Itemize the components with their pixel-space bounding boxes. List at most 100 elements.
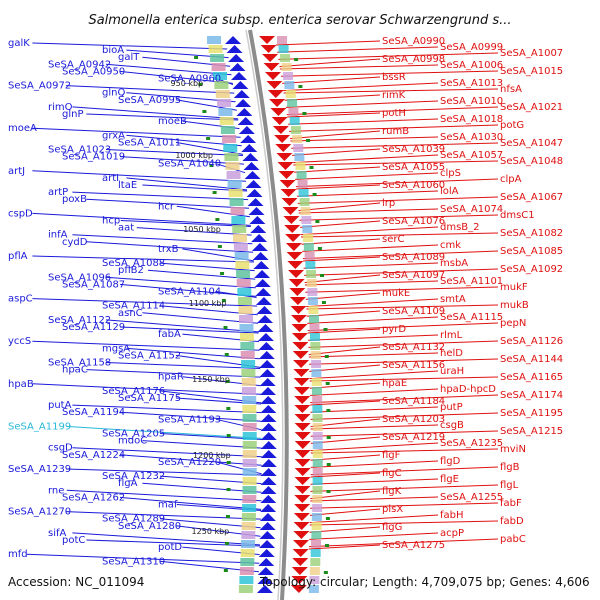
- feature-block: [228, 189, 243, 197]
- leader-line: [32, 127, 241, 138]
- scale-label: 1200 kbp: [193, 451, 231, 460]
- leader-line: [287, 112, 381, 118]
- gc-marker: [306, 139, 311, 142]
- gene-arrow: [260, 432, 277, 440]
- gc-marker: [315, 220, 320, 223]
- feature-block: [240, 342, 255, 350]
- leader-line: [283, 82, 439, 92]
- feature-block: [232, 225, 247, 233]
- gc-marker: [223, 326, 228, 329]
- gene-label: SeSA_A1176: [102, 386, 165, 397]
- gene-label: hcr: [158, 201, 175, 212]
- gene-label: SeSA_A1280: [118, 521, 181, 532]
- gene-label: SeSA_A1175: [118, 393, 181, 404]
- gene-label: potH: [382, 108, 406, 119]
- feature-block: [302, 225, 313, 233]
- feature-block: [225, 162, 240, 170]
- feature-block: [241, 360, 256, 368]
- leader-line: [126, 347, 260, 360]
- gene-arrow: [253, 261, 270, 269]
- feature-block: [222, 135, 237, 143]
- gene-label: SeSA_A1126: [500, 336, 563, 347]
- leader-line: [290, 136, 439, 142]
- gene-label: SeSA_A1082: [500, 228, 563, 239]
- feature-block: [233, 243, 248, 251]
- gene-arrow: [248, 207, 265, 215]
- gene-label: galT: [118, 52, 140, 63]
- leader-line: [126, 177, 248, 191]
- feature-block: [293, 144, 304, 152]
- gc-marker: [225, 515, 230, 518]
- feature-block: [241, 387, 256, 395]
- gene-arrow: [270, 108, 287, 116]
- gene-label: SeSA_A1076: [382, 216, 445, 227]
- gene-label: SeSA_A1018: [440, 114, 503, 125]
- leader-line: [105, 319, 259, 333]
- gene-label: pyrD: [382, 324, 406, 335]
- leader-line: [294, 166, 381, 173]
- leader-line: [72, 404, 262, 414]
- leader-line: [72, 234, 253, 245]
- feature-block: [289, 117, 300, 125]
- gene-label: csgD: [48, 443, 73, 454]
- gene-arrow: [233, 90, 250, 98]
- gene-arrow: [254, 279, 271, 287]
- gene-label: flgG: [382, 522, 402, 533]
- feature-block: [211, 63, 226, 71]
- gc-marker: [225, 380, 230, 383]
- leader-line: [175, 141, 243, 155]
- leader-line: [309, 520, 499, 526]
- gene-label: SeSA_A1199: [8, 421, 71, 432]
- gene-label: SeSA_A1087: [62, 279, 125, 290]
- gene-label: flgK: [382, 486, 402, 497]
- feature-block: [311, 387, 322, 395]
- gc-marker: [221, 299, 226, 302]
- gene-arrow: [257, 567, 274, 575]
- leader-line: [281, 70, 499, 77]
- gene-arrow: [279, 180, 296, 188]
- gene-label: artP: [48, 187, 68, 198]
- gene-label: SeSA_A1040: [158, 159, 221, 170]
- feature-block: [240, 549, 255, 557]
- gene-label: moeB: [158, 116, 187, 127]
- leader-line: [105, 362, 261, 369]
- gene-label: infA: [48, 230, 68, 241]
- feature-block: [312, 459, 323, 467]
- gene-label: maf: [158, 500, 178, 511]
- feature-block: [219, 117, 234, 125]
- leader-line: [72, 447, 262, 458]
- feature-block: [242, 396, 257, 404]
- gene-arrow: [240, 135, 257, 143]
- gene-arrow: [285, 234, 302, 242]
- feature-block: [242, 486, 257, 494]
- leader-line: [298, 208, 439, 214]
- gene-arrow: [245, 180, 262, 188]
- gene-arrow: [256, 306, 273, 314]
- feature-block: [277, 36, 288, 44]
- feature-block: [241, 522, 256, 530]
- gene-arrow: [294, 477, 311, 485]
- gene-label: putA: [48, 400, 72, 411]
- gene-arrow: [267, 90, 284, 98]
- gene-label: SeSA_A0950: [62, 66, 125, 77]
- gene-arrow: [293, 378, 310, 386]
- gene-label: SeSA_A1096: [48, 272, 111, 283]
- gene-label: bioA: [102, 45, 124, 56]
- gene-label: fabA: [158, 329, 181, 340]
- gene-arrow: [251, 234, 268, 242]
- scale-label: 1250 kbp: [192, 527, 230, 536]
- gc-marker-dots: [194, 56, 331, 574]
- gene-label: SeSA_A1104: [158, 287, 221, 298]
- gene-arrow: [264, 72, 281, 80]
- gene-label: mukB: [500, 300, 529, 311]
- gc-marker: [198, 83, 203, 86]
- leader-line: [66, 489, 262, 502]
- leader-line: [306, 298, 439, 308]
- leader-line: [105, 149, 243, 156]
- gene-label: galK: [8, 38, 30, 49]
- gene-arrow: [260, 468, 277, 476]
- gene-label: pepN: [500, 318, 526, 329]
- gene-arrow: [266, 81, 283, 89]
- feature-block: [306, 270, 317, 278]
